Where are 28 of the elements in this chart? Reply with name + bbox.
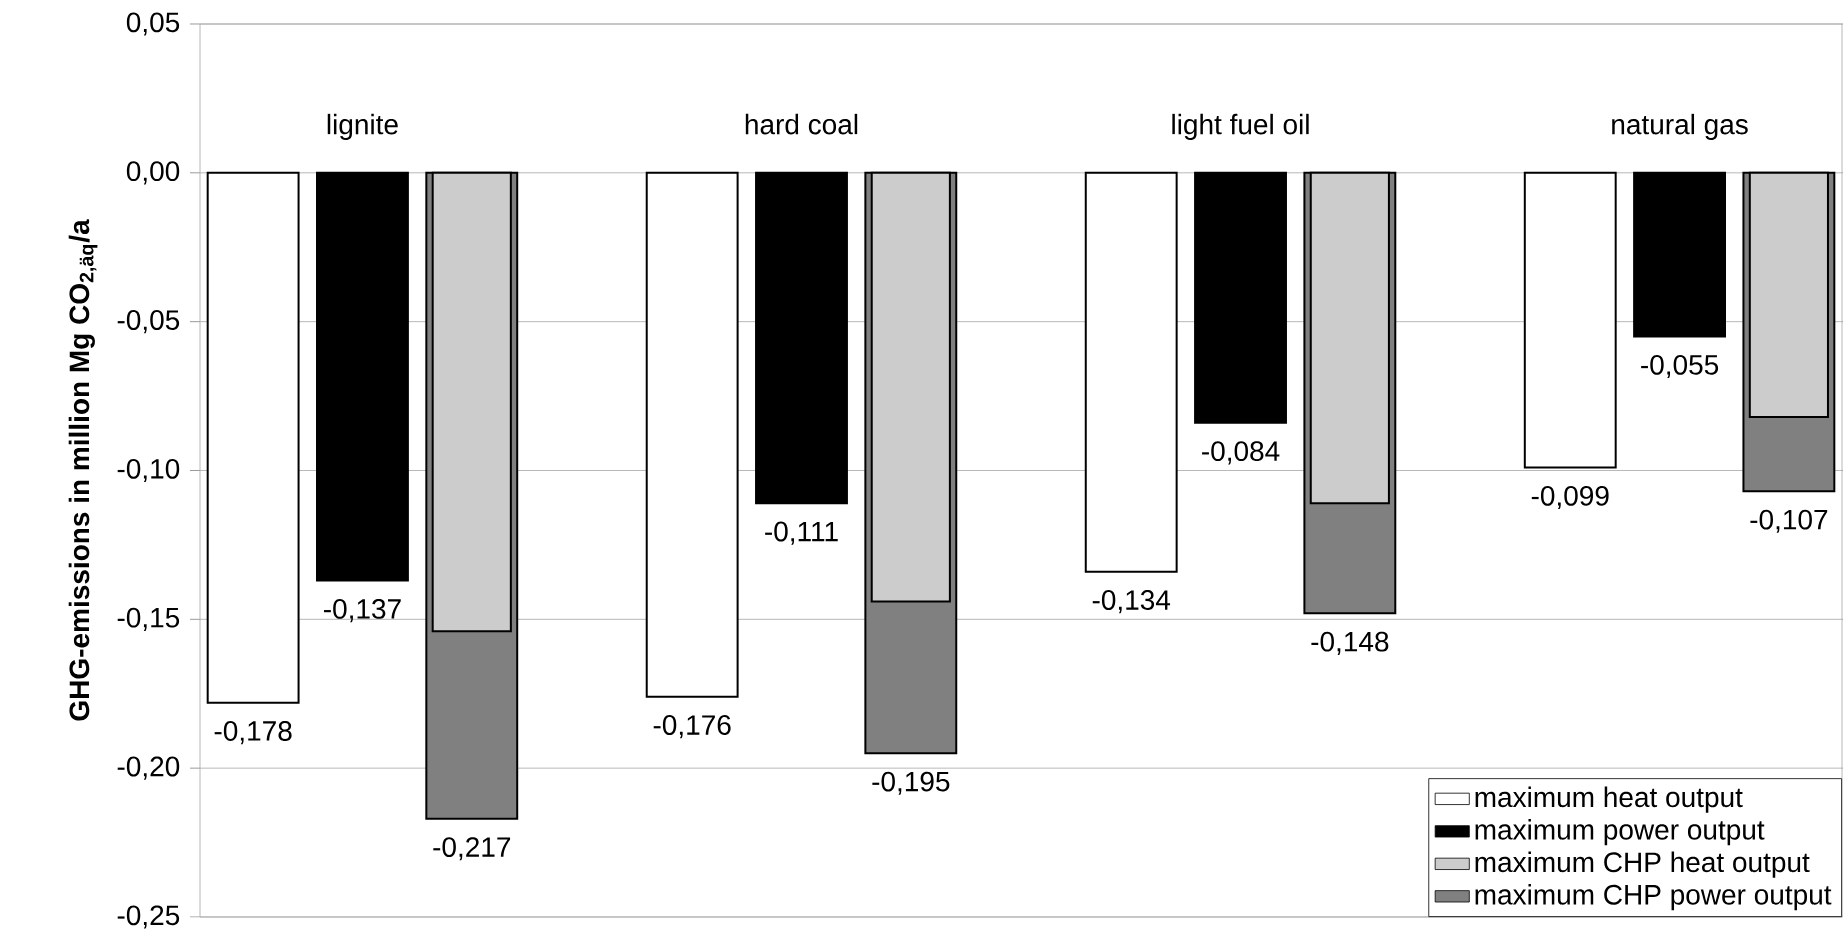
y-tick-label: -0,05: [117, 310, 180, 334]
data-label: -0,111: [765, 521, 838, 545]
data-label: -0,178: [214, 721, 292, 745]
data-label: -0,055: [1641, 354, 1719, 379]
y-tick-label: -0,20: [117, 756, 180, 780]
data-label: -0,195: [872, 771, 950, 795]
x-tick-label: lignite: [327, 113, 398, 140]
data-label: -0,137: [324, 599, 401, 623]
x-tick-label: hard coal: [745, 113, 858, 135]
data-label: -0,217: [433, 837, 511, 861]
legend-label: maximum CHP power output: [1475, 884, 1832, 911]
x-tick-label: light fuel oil: [1172, 113, 1309, 140]
legend-label: maximum CHP heat output: [1475, 851, 1810, 878]
legend-label: maximum power output: [1475, 819, 1765, 846]
data-label: -0,148: [1311, 631, 1389, 655]
legend-label: maximum heat output: [1475, 786, 1743, 813]
data-label: -0,084: [1202, 441, 1280, 465]
y-tick-label: -0,25: [117, 905, 180, 929]
y-tick-label: 0,00: [126, 161, 180, 185]
y-tick-label: -0,10: [117, 458, 180, 483]
data-label: -0,099: [1531, 485, 1609, 510]
y-tick-label: -0,15: [117, 607, 180, 631]
data-label: -0,107: [1750, 509, 1828, 533]
data-label: -0,134: [1092, 590, 1171, 614]
y-tick-label: 0,05: [126, 12, 180, 36]
data-label: -0,176: [653, 715, 731, 739]
y-axis-title: GHG-emissions in million Mg CO$_{2,äq}$/a: [68, 219, 98, 721]
x-tick-label: natural gas: [1612, 113, 1748, 140]
